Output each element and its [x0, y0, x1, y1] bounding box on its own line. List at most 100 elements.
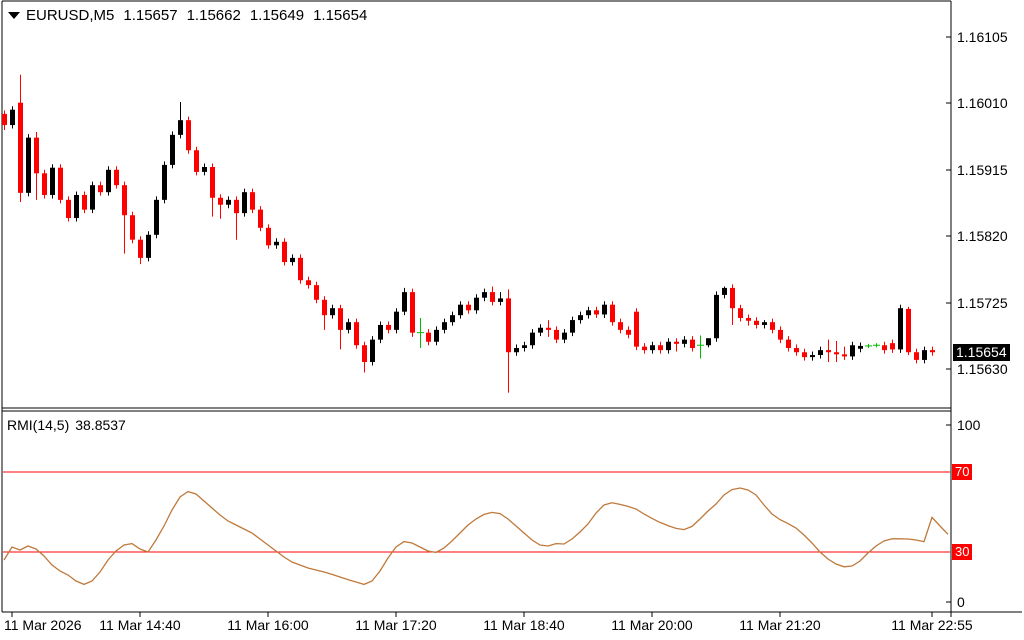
candle-body: [274, 241, 279, 246]
quote-close: 1.15654: [313, 7, 368, 24]
candle-body: [290, 257, 295, 263]
candle-body: [306, 280, 311, 286]
time-axis-label: 11 Mar 18:40: [483, 617, 565, 633]
candle-body: [514, 348, 519, 353]
candle-body: [354, 322, 359, 346]
candle-body: [242, 192, 247, 214]
candle-body: [858, 345, 863, 349]
candle-body: [138, 239, 143, 258]
candle-body: [26, 137, 31, 193]
rmi-line: [3, 487, 949, 586]
candle-body: [554, 329, 559, 340]
candle-body: [58, 167, 63, 200]
candle-body: [610, 304, 615, 323]
candle-body: [314, 285, 319, 300]
candle-body: [362, 345, 367, 363]
candle-body: [706, 338, 711, 346]
candle-body: [922, 350, 927, 360]
candle-body: [682, 339, 687, 344]
candle-body: [802, 352, 807, 358]
rmi-scale-label: 100: [957, 417, 981, 433]
candle-body: [794, 348, 799, 353]
candle-body: [426, 332, 431, 342]
indicator-header: RMI(14,5) 38.8537: [7, 417, 132, 433]
candle-body: [114, 169, 119, 186]
candle-body: [106, 169, 111, 193]
candle-body: [482, 292, 487, 298]
candle-body: [466, 304, 471, 311]
time-axis-label: 11 Mar 16:00: [227, 617, 309, 633]
price-axis-label: 1.16105: [957, 29, 1008, 45]
candle-body: [898, 308, 903, 350]
candle-body: [90, 185, 95, 210]
candle-body: [186, 120, 191, 151]
candle-body: [122, 185, 127, 216]
candle-body: [586, 310, 591, 316]
candle-body: [442, 322, 447, 330]
time-axis-label: 11 Mar 17:20: [355, 617, 437, 633]
price-axis-label: 1.15630: [957, 361, 1008, 377]
candle-body: [618, 322, 623, 330]
candle-body: [786, 339, 791, 349]
symbol-title: EURUSD,M5: [26, 7, 115, 24]
candle-body: [770, 322, 775, 330]
candle-body: [74, 194, 79, 219]
candle-body: [730, 287, 735, 309]
candle-body: [146, 234, 151, 258]
time-axis-label: 11 Mar 22:55: [891, 617, 973, 633]
candle-body: [810, 355, 815, 358]
candle-body: [498, 298, 503, 302]
quote-open: 1.15657: [123, 7, 178, 24]
candle-body: [650, 345, 655, 351]
candle-body: [66, 199, 71, 219]
candle-body: [546, 327, 551, 330]
candle-body: [434, 329, 439, 342]
candle-body: [722, 287, 727, 295]
candle-body: [258, 209, 263, 228]
candle-body: [762, 322, 767, 325]
candle-body: [490, 292, 495, 302]
candle-body: [754, 320, 759, 325]
price-axis-label: 1.15725: [957, 295, 1008, 311]
quote-header: EURUSD,M5 1.15657 1.15662 1.15649 1.15654: [26, 7, 376, 24]
candle-body: [386, 324, 391, 330]
candle-body: [578, 315, 583, 321]
candle-body: [562, 332, 567, 340]
candle-body: [234, 199, 239, 214]
candle-body: [410, 292, 415, 333]
candle-body: [738, 308, 743, 318]
candle-body: [850, 345, 855, 357]
candle-body: [250, 192, 255, 210]
quote-high: 1.15662: [186, 7, 241, 24]
candle-body: [178, 120, 183, 135]
candle-body: [338, 308, 343, 330]
candle-body: [330, 308, 335, 316]
candle-body: [834, 352, 839, 355]
candle-body: [450, 315, 455, 323]
candle-body: [474, 297, 479, 311]
quote-low: 1.15649: [249, 7, 305, 24]
candle-body: [162, 164, 167, 200]
candle-body: [42, 173, 47, 195]
candle-body: [746, 317, 751, 321]
candle-body: [818, 350, 823, 356]
candle-body: [170, 134, 175, 165]
candle-body: [402, 292, 407, 312]
candle-body: [10, 109, 15, 126]
candle-body: [642, 346, 647, 351]
candle-body: [282, 241, 287, 263]
candle-body: [98, 185, 103, 193]
candle-body: [394, 311, 399, 330]
price-axis-label: 1.15915: [957, 162, 1008, 178]
candle-body: [194, 150, 199, 172]
time-axis-label: 11 Mar 20:00: [611, 617, 693, 633]
time-axis-label: 11 Mar 2026: [4, 617, 82, 633]
candle-body: [298, 257, 303, 281]
symbol-dropdown-icon[interactable]: [8, 12, 20, 19]
candle-body: [458, 304, 463, 316]
rmi-level-badge-70: 70: [952, 464, 973, 480]
candle-body: [522, 345, 527, 349]
indicator-title: RMI(14,5): [7, 417, 70, 433]
